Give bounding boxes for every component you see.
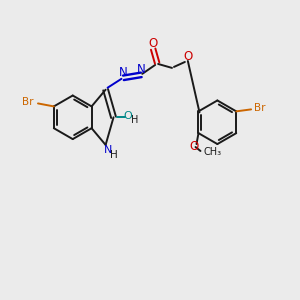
Text: O: O: [183, 50, 193, 62]
Text: Br: Br: [254, 103, 266, 113]
Text: N: N: [119, 66, 128, 80]
Text: H: H: [131, 115, 138, 125]
Text: O: O: [189, 140, 198, 152]
Text: Br: Br: [22, 98, 33, 107]
Text: N: N: [103, 145, 112, 155]
Text: N: N: [137, 63, 146, 76]
Text: O: O: [148, 37, 158, 50]
Text: CH₃: CH₃: [203, 147, 222, 157]
Text: H: H: [110, 150, 117, 160]
Text: O: O: [123, 111, 132, 121]
